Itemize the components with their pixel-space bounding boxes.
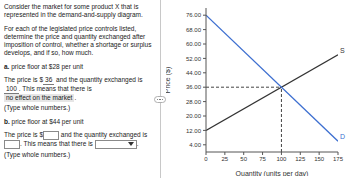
svg-text:S: S (340, 47, 342, 54)
svg-text:Quantity (units per day): Quantity (units per day) (236, 170, 309, 176)
svg-text:60.00: 60.00 (186, 41, 202, 47)
svg-text:52.00: 52.00 (186, 56, 202, 62)
html-text:For each of the legislated pri: For each of the legislated price control… (4, 25, 152, 56)
svg-text:125: 125 (295, 156, 306, 162)
svg-text:4.00: 4.00 (189, 142, 201, 148)
svg-text:12.00: 12.00 (186, 128, 202, 134)
svg-text:36.00: 36.00 (186, 84, 202, 90)
html-text:(Type whole numbers.): (Type whole numbers.) (4, 104, 71, 111)
svg-text:75: 75 (259, 156, 266, 162)
html-text:b. price floor at $44 per unit: b. price floor at $44 per unit (4, 118, 84, 125)
svg-text:68.00: 68.00 (186, 27, 202, 33)
svg-text:100: 100 (276, 156, 287, 162)
html-text:The price is $: The price is $ (4, 131, 43, 139)
svg-text:20.00: 20.00 (186, 113, 202, 119)
html-text:no effect on the market .: no effect on the market . (6, 94, 77, 101)
svg-text:150: 150 (314, 156, 325, 162)
svg-text:28.00: 28.00 (186, 99, 202, 105)
svg-text:Price ($): Price ($) (166, 67, 172, 93)
html-text:and the quantity exchanged is: and the quantity exchanged is (59, 131, 148, 139)
svg-text:25: 25 (222, 156, 229, 162)
html-text:(Type whole numbers.): (Type whole numbers.) (4, 151, 71, 158)
svg-text:175: 175 (333, 156, 342, 162)
svg-text:44.00: 44.00 (186, 70, 202, 76)
svg-text:D: D (340, 133, 342, 140)
html-text:Consider the market for some p: Consider the market for some product X t… (4, 3, 143, 18)
html-text:100 . This means that there is: 100 . This means that there is (6, 85, 92, 92)
html-text:. This means that there is: . This means that there is (20, 140, 95, 148)
svg-text:0: 0 (204, 156, 208, 162)
html-text:a. price floor at $28 per unit: a. price floor at $28 per unit (4, 63, 84, 70)
svg-text:50: 50 (240, 156, 247, 162)
html-text:The price is $ 36 and the quan: The price is $ 36 and the quantity excha… (4, 76, 143, 83)
svg-text:76.00: 76.00 (186, 12, 202, 18)
